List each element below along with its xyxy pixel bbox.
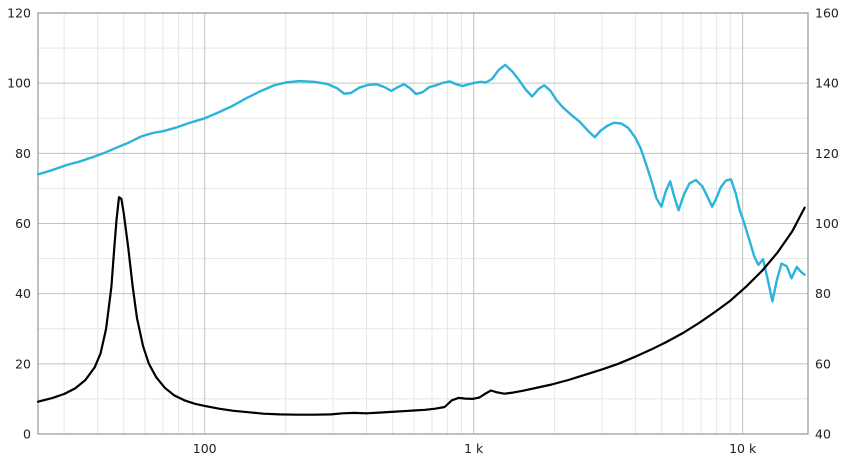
left-axis-tick-label: 60 xyxy=(15,216,31,231)
left-axis-tick-label: 100 xyxy=(7,76,31,91)
x-axis-tick-label: 100 xyxy=(193,441,217,456)
right-axis-tick-label: 140 xyxy=(815,76,839,91)
x-axis-tick-label: 10 k xyxy=(729,441,757,456)
right-axis-tick-label: 100 xyxy=(815,216,839,231)
right-axis-tick-label: 60 xyxy=(815,356,831,371)
x-axis-tick-label: 1 k xyxy=(464,441,484,456)
plot-frame xyxy=(37,12,809,435)
left-axis-tick-label: 0 xyxy=(23,427,31,442)
left-axis-tick-label: 20 xyxy=(15,356,31,371)
frequency-response-curve xyxy=(36,63,806,303)
right-axis-tick-label: 40 xyxy=(815,427,831,442)
right-axis-tick-label: 120 xyxy=(815,146,839,161)
right-axis-tick-label: 80 xyxy=(815,286,831,301)
impedance-curve xyxy=(36,196,806,416)
left-axis-tick-label: 40 xyxy=(15,286,31,301)
left-axis-tick-label: 80 xyxy=(15,146,31,161)
right-axis-tick-label: 160 xyxy=(815,6,839,21)
left-axis-tick-label: 120 xyxy=(7,6,31,21)
